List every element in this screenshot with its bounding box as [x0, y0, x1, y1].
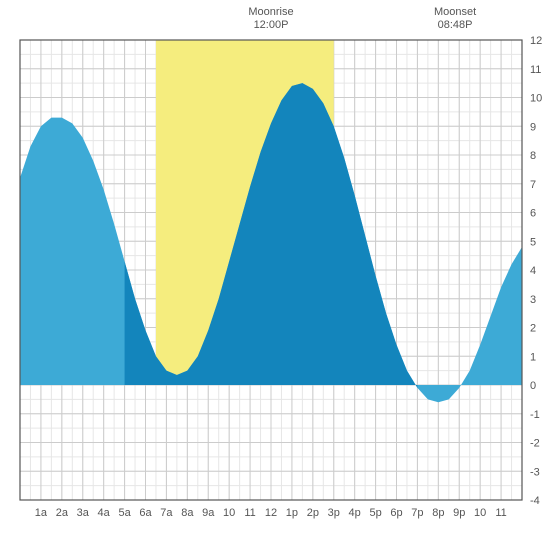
- moonset-annotation: Moonset 08:48P: [425, 6, 485, 32]
- y-tick-label: 5: [530, 236, 536, 248]
- x-tick-label: 1p: [286, 507, 298, 519]
- y-tick-label: 3: [530, 294, 536, 306]
- x-tick-label: 5p: [369, 507, 381, 519]
- y-tick-label: 9: [530, 121, 536, 133]
- y-tick-label: -1: [530, 409, 540, 421]
- y-tick-label: 2: [530, 323, 536, 335]
- x-tick-label: 6a: [139, 507, 152, 519]
- x-tick-label: 11: [495, 507, 506, 519]
- x-tick-label: 7a: [160, 507, 173, 519]
- y-tick-label: 12: [530, 35, 542, 47]
- y-tick-label: 6: [530, 208, 536, 220]
- tide-chart: Moonrise 12:00P Moonset 08:48P 1a2a3a4a5…: [0, 0, 550, 550]
- x-tick-label: 8p: [432, 507, 444, 519]
- x-tick-label: 6p: [390, 507, 402, 519]
- x-tick-label: 10: [223, 507, 235, 519]
- y-tick-label: 8: [530, 150, 536, 162]
- y-tick-label: -4: [530, 495, 540, 507]
- moonrise-time: 12:00P: [241, 19, 301, 32]
- y-tick-label: -3: [530, 466, 540, 478]
- x-tick-label: 12: [265, 507, 277, 519]
- x-tick-label: 3p: [328, 507, 340, 519]
- y-tick-label: 1: [530, 351, 536, 363]
- y-tick-label: 7: [530, 179, 536, 191]
- x-tick-label: 4a: [98, 507, 111, 519]
- x-tick-label: 8a: [181, 507, 194, 519]
- x-tick-label: 9a: [202, 507, 215, 519]
- y-tick-label: -2: [530, 438, 540, 450]
- x-tick-label: 10: [474, 507, 486, 519]
- x-tick-label: 3a: [77, 507, 90, 519]
- moonset-label: Moonset: [425, 6, 485, 19]
- x-tick-label: 9p: [453, 507, 465, 519]
- chart-svg: 1a2a3a4a5a6a7a8a9a1011121p2p3p4p5p6p7p8p…: [0, 0, 550, 550]
- moonrise-label: Moonrise: [241, 6, 301, 19]
- moonset-time: 08:48P: [425, 19, 485, 32]
- y-tick-label: 0: [530, 380, 536, 392]
- y-tick-label: 11: [530, 64, 541, 76]
- x-tick-label: 2p: [307, 507, 319, 519]
- x-tick-label: 4p: [349, 507, 361, 519]
- x-tick-label: 7p: [411, 507, 423, 519]
- y-tick-label: 4: [530, 265, 536, 277]
- moonrise-annotation: Moonrise 12:00P: [241, 6, 301, 32]
- x-tick-label: 1a: [35, 507, 48, 519]
- x-tick-label: 2a: [56, 507, 69, 519]
- x-tick-label: 5a: [118, 507, 131, 519]
- x-tick-label: 11: [244, 507, 255, 519]
- y-tick-label: 10: [530, 93, 542, 105]
